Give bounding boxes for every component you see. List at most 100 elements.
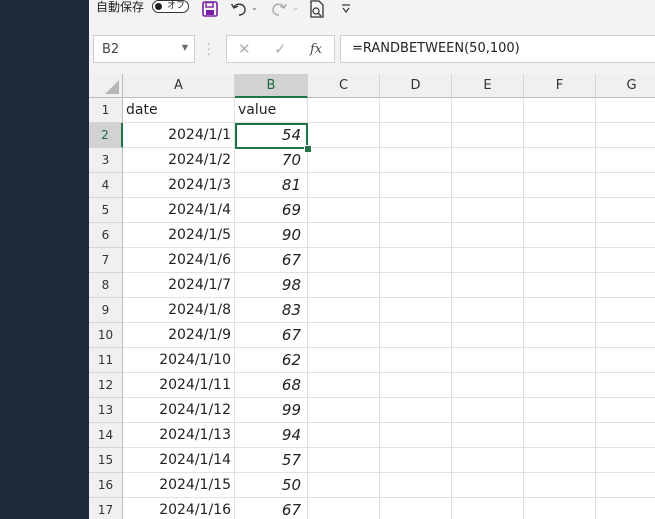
value-cell[interactable]: 62	[235, 348, 308, 373]
empty-cell[interactable]	[380, 148, 452, 173]
value-cell[interactable]: 90	[235, 223, 308, 248]
date-cell[interactable]: 2024/1/16	[123, 498, 235, 519]
row-header[interactable]: 2	[89, 123, 123, 148]
empty-cell[interactable]	[380, 248, 452, 273]
row-header[interactable]: 5	[89, 198, 123, 223]
cancel-icon[interactable]: ✕	[238, 40, 251, 58]
empty-cell[interactable]	[380, 273, 452, 298]
empty-cell[interactable]	[524, 323, 596, 348]
empty-cell[interactable]	[308, 273, 380, 298]
empty-cell[interactable]	[452, 248, 524, 273]
column-header-b[interactable]: B	[235, 74, 308, 98]
redo-dropdown-icon[interactable]: ⌄	[292, 3, 299, 12]
empty-cell[interactable]	[524, 223, 596, 248]
column-header-c[interactable]: C	[308, 74, 380, 98]
row-header[interactable]: 10	[89, 323, 123, 348]
empty-cell[interactable]	[596, 273, 655, 298]
value-cell[interactable]: 50	[235, 473, 308, 498]
empty-cell[interactable]	[308, 98, 380, 123]
empty-cell[interactable]	[380, 173, 452, 198]
empty-cell[interactable]	[596, 348, 655, 373]
empty-cell[interactable]	[380, 498, 452, 519]
value-cell[interactable]: 57	[235, 448, 308, 473]
column-header-e[interactable]: E	[452, 74, 524, 98]
name-box[interactable]: B2 ▼	[93, 35, 195, 63]
date-cell[interactable]: 2024/1/15	[123, 473, 235, 498]
redo-icon[interactable]	[270, 0, 288, 18]
empty-cell[interactable]	[596, 198, 655, 223]
empty-cell[interactable]	[452, 223, 524, 248]
empty-cell[interactable]	[524, 273, 596, 298]
date-cell[interactable]: 2024/1/2	[123, 148, 235, 173]
empty-cell[interactable]	[380, 348, 452, 373]
date-cell[interactable]: 2024/1/14	[123, 448, 235, 473]
empty-cell[interactable]	[524, 423, 596, 448]
empty-cell[interactable]	[596, 123, 655, 148]
formula-bar-grip-icon[interactable]: · · ·	[207, 38, 211, 61]
fill-handle[interactable]	[304, 145, 312, 153]
empty-cell[interactable]	[380, 223, 452, 248]
select-all-button[interactable]	[89, 74, 123, 98]
empty-cell[interactable]	[380, 198, 452, 223]
empty-cell[interactable]	[308, 348, 380, 373]
empty-cell[interactable]	[308, 473, 380, 498]
name-box-dropdown-icon[interactable]: ▼	[181, 43, 188, 52]
row-header[interactable]: 12	[89, 373, 123, 398]
row-header[interactable]: 16	[89, 473, 123, 498]
empty-cell[interactable]	[308, 448, 380, 473]
empty-cell[interactable]	[452, 298, 524, 323]
empty-cell[interactable]	[524, 373, 596, 398]
row-header[interactable]: 13	[89, 398, 123, 423]
worksheet-grid[interactable]: A B C D E F G 1 date value 2 2024/1/1 54 3 2024…	[89, 74, 655, 519]
empty-cell[interactable]	[596, 448, 655, 473]
row-header[interactable]: 3	[89, 148, 123, 173]
empty-cell[interactable]	[524, 198, 596, 223]
column-header-a[interactable]: A	[123, 74, 235, 98]
empty-cell[interactable]	[452, 373, 524, 398]
value-cell[interactable]: 67	[235, 248, 308, 273]
empty-cell[interactable]	[452, 198, 524, 223]
empty-cell[interactable]	[308, 398, 380, 423]
empty-cell[interactable]	[452, 173, 524, 198]
empty-cell[interactable]	[524, 348, 596, 373]
customize-qat-icon[interactable]	[341, 0, 351, 18]
value-cell[interactable]: 54	[235, 123, 308, 148]
value-cell[interactable]: 69	[235, 198, 308, 223]
empty-cell[interactable]	[596, 398, 655, 423]
empty-cell[interactable]	[452, 498, 524, 519]
row-header[interactable]: 11	[89, 348, 123, 373]
empty-cell[interactable]	[380, 123, 452, 148]
empty-cell[interactable]	[524, 123, 596, 148]
value-cell[interactable]: 94	[235, 423, 308, 448]
empty-cell[interactable]	[596, 248, 655, 273]
row-header[interactable]: 6	[89, 223, 123, 248]
empty-cell[interactable]	[524, 148, 596, 173]
empty-cell[interactable]	[452, 473, 524, 498]
date-cell[interactable]: 2024/1/5	[123, 223, 235, 248]
empty-cell[interactable]	[452, 398, 524, 423]
insert-function-icon[interactable]: fx	[310, 42, 323, 57]
empty-cell[interactable]	[380, 423, 452, 448]
date-cell[interactable]: 2024/1/4	[123, 198, 235, 223]
empty-cell[interactable]	[596, 323, 655, 348]
empty-cell[interactable]	[524, 473, 596, 498]
value-cell[interactable]: 83	[235, 298, 308, 323]
empty-cell[interactable]	[380, 323, 452, 348]
header-cell-date[interactable]: date	[123, 98, 235, 123]
empty-cell[interactable]	[452, 123, 524, 148]
row-header[interactable]: 17	[89, 498, 123, 519]
column-header-g[interactable]: G	[596, 74, 655, 98]
empty-cell[interactable]	[308, 498, 380, 519]
row-header[interactable]: 4	[89, 173, 123, 198]
value-cell[interactable]: 68	[235, 373, 308, 398]
row-header[interactable]: 15	[89, 448, 123, 473]
empty-cell[interactable]	[596, 223, 655, 248]
empty-cell[interactable]	[380, 373, 452, 398]
empty-cell[interactable]	[308, 173, 380, 198]
date-cell[interactable]: 2024/1/7	[123, 273, 235, 298]
empty-cell[interactable]	[596, 498, 655, 519]
date-cell[interactable]: 2024/1/11	[123, 373, 235, 398]
empty-cell[interactable]	[596, 98, 655, 123]
empty-cell[interactable]	[452, 348, 524, 373]
autosave-toggle[interactable]: オフ	[152, 0, 189, 13]
